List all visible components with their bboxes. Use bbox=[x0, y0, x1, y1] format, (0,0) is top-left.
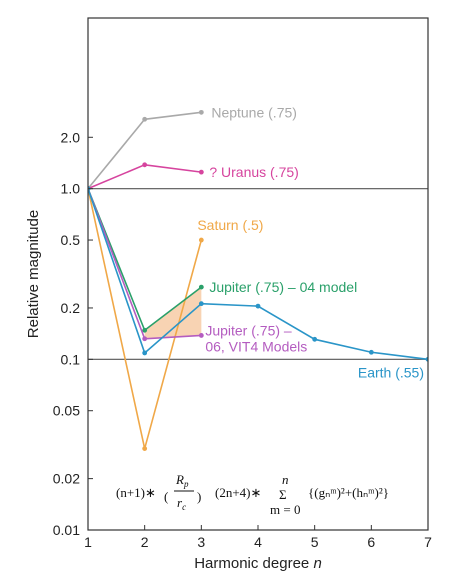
plot-frame bbox=[87, 17, 429, 531]
formula-sum-top: n bbox=[282, 472, 289, 487]
x-tick-label-5: 5 bbox=[311, 534, 319, 550]
series-0-point-1 bbox=[142, 116, 148, 122]
formula-frac-num: Rp bbox=[175, 472, 189, 489]
series-5-point-3 bbox=[255, 303, 261, 309]
x-tick-label-6: 6 bbox=[367, 534, 375, 550]
x-tick-label-1: 1 bbox=[84, 534, 92, 550]
series-1-label: ? Uranus (.75) bbox=[209, 164, 298, 180]
jupiter-model-range-band bbox=[144, 287, 202, 339]
y-tick-label-2: 0.05 bbox=[53, 403, 80, 419]
series-3-point-2 bbox=[198, 284, 204, 290]
series-4-point-2 bbox=[198, 333, 204, 338]
series-3-label: Jupiter (.75) – 04 model bbox=[209, 279, 357, 295]
y-tick-label-6: 1.0 bbox=[61, 181, 81, 197]
formula-sum-symbol: Σ bbox=[279, 487, 287, 502]
series-5-label: Earth (.55) bbox=[358, 364, 424, 380]
series-3-point-1 bbox=[142, 327, 148, 333]
series-2-label: Saturn (.5) bbox=[197, 217, 263, 233]
series-4-point-1 bbox=[142, 336, 148, 342]
series-0-line bbox=[88, 111, 202, 190]
formula-mid: (2n+4)∗ bbox=[215, 485, 261, 500]
x-axis-label: Harmonic degree n bbox=[194, 555, 322, 572]
y-tick-label-4: 0.2 bbox=[61, 300, 81, 316]
formula-paren-right: ) bbox=[197, 489, 201, 504]
series-2-point-2 bbox=[198, 237, 204, 243]
y-tick-label-1: 0.02 bbox=[53, 471, 80, 487]
series-2-point-1 bbox=[142, 446, 148, 451]
series-5-point-5 bbox=[368, 349, 374, 355]
formula-left: (n+1)∗ bbox=[116, 485, 156, 500]
y-tick-label-7: 2.0 bbox=[61, 129, 81, 145]
y-tick-label-3: 0.1 bbox=[61, 351, 81, 367]
series-5-point-2 bbox=[198, 301, 204, 307]
formula-body: {(gₙᵐ)²+(hₙᵐ)²} bbox=[308, 485, 389, 500]
x-tick-label-4: 4 bbox=[254, 534, 262, 550]
y-tick-label-5: 0.5 bbox=[61, 232, 81, 248]
series-1-point-2 bbox=[198, 169, 204, 175]
x-tick-label-7: 7 bbox=[424, 534, 432, 550]
y-axis-label: Relative magnitude bbox=[25, 210, 42, 338]
formula: (n+1)∗ ( Rp rc ) (2n+4)∗ n Σ m = 0 {(gₙᵐ… bbox=[116, 472, 389, 517]
series-1-point-1 bbox=[142, 162, 148, 168]
series-0-label: Neptune (.75) bbox=[211, 104, 297, 120]
series-5-point-1 bbox=[142, 350, 148, 356]
formula-sum-bottom: m = 0 bbox=[270, 502, 300, 517]
series-5-point-4 bbox=[312, 336, 318, 342]
y-tick-label-0: 0.01 bbox=[53, 522, 80, 538]
x-tick-label-2: 2 bbox=[141, 534, 149, 550]
formula-frac-den: rc bbox=[177, 495, 186, 512]
series-0-point-2 bbox=[198, 109, 204, 115]
formula-paren-left: ( bbox=[164, 489, 168, 504]
x-tick-label-3: 3 bbox=[197, 534, 205, 550]
series-4-label: Jupiter (.75) –06, VIT4 Models bbox=[205, 322, 307, 354]
